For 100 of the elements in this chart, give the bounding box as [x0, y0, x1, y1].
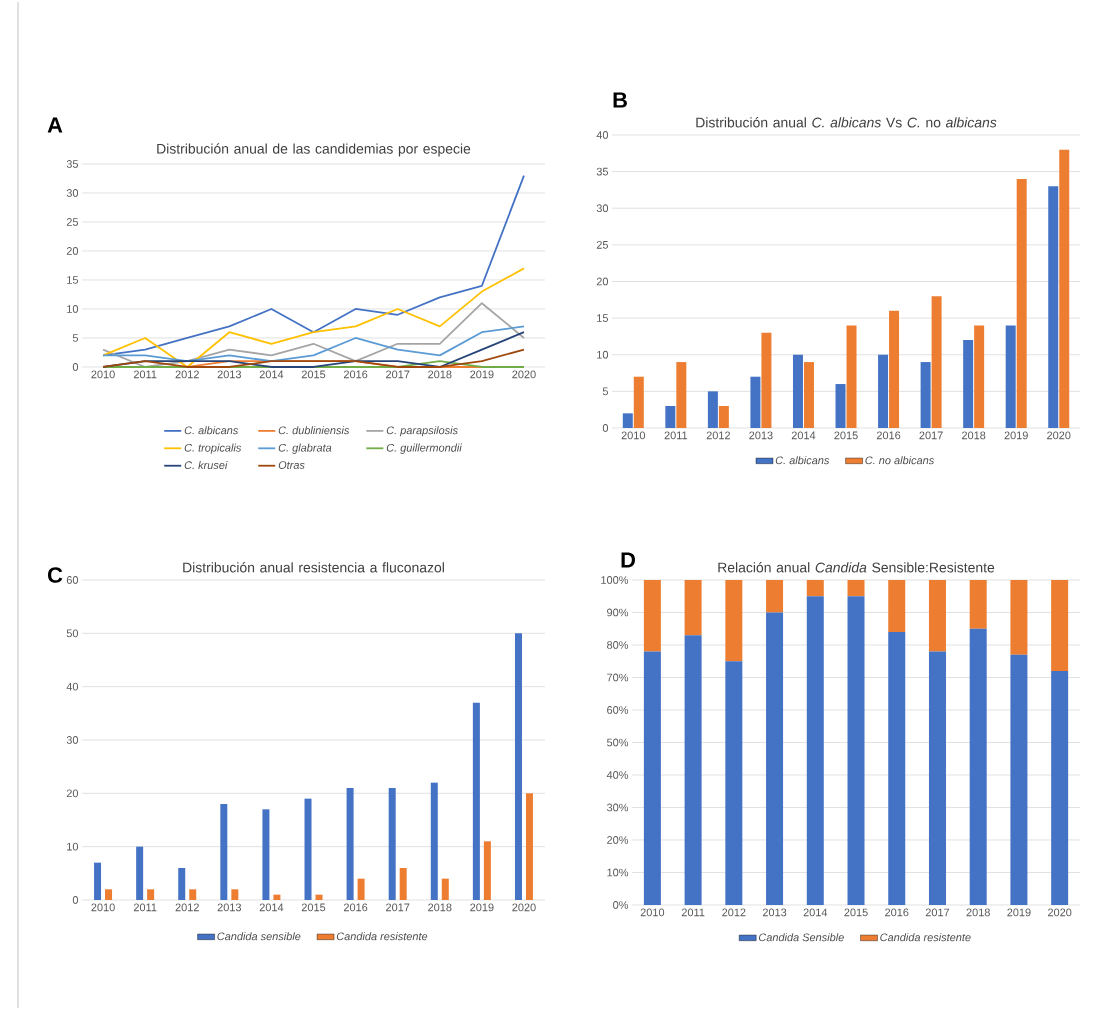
x-tick-label: 2013: [762, 908, 787, 917]
x-tick-label: 2017: [919, 431, 943, 440]
y-tick-label: 60: [66, 576, 79, 584]
y-tick-label: 20: [596, 277, 609, 286]
text: A: [47, 117, 63, 133]
line-series: [102, 267, 525, 368]
bar: [792, 354, 803, 428]
y-tick-label: 10: [67, 842, 79, 851]
x-tick-label: 2010: [621, 431, 646, 440]
bar: [888, 579, 906, 632]
bar: [806, 596, 824, 905]
bar: [178, 867, 186, 900]
y-tick-label: 25: [596, 240, 609, 249]
x-tick-label: 2018: [428, 370, 452, 379]
bar: [105, 889, 113, 900]
bar: [315, 894, 323, 900]
x-tick-label: 2013: [217, 903, 242, 912]
y-tick-label: 60%: [607, 706, 629, 714]
x-tick-label: 2018: [962, 431, 986, 440]
x-tick-label: 2011: [133, 370, 157, 379]
bar: [847, 596, 865, 905]
bar: [974, 325, 985, 428]
x-tick-label: 2013: [749, 431, 773, 440]
x-tick-label: 2013: [217, 370, 242, 379]
x-tick-label: 2012: [722, 908, 746, 917]
bar: [304, 798, 312, 900]
y-tick-label: 0: [72, 363, 79, 371]
bar: [1051, 579, 1069, 671]
line-series: [102, 325, 525, 363]
y-tick-label: 30: [596, 204, 609, 213]
bar: [665, 406, 676, 428]
bar: [928, 651, 946, 905]
y-tick-label: 35: [66, 160, 79, 168]
y-tick-label: 0: [602, 424, 609, 432]
bar: [388, 787, 396, 900]
x-tick-label: 2016: [343, 370, 368, 379]
bar: [643, 579, 661, 652]
x-tick-label: 2014: [259, 370, 284, 379]
x-tick-label: 2019: [470, 903, 494, 912]
y-tick-label: 10: [67, 305, 79, 313]
y-tick-label: 90%: [607, 608, 629, 617]
bar: [514, 633, 522, 900]
x-tick-label: 2016: [885, 908, 909, 917]
line-series: [102, 302, 525, 368]
y-tick-label: 20: [66, 247, 79, 255]
x-tick-label: 2016: [876, 431, 901, 440]
x-tick-label: 2020: [512, 370, 536, 379]
x-tick-label: 2017: [386, 903, 410, 912]
chart-title: Relación anual Candida Sensible:Resistente: [718, 562, 995, 573]
y-tick-label: 35: [596, 167, 609, 176]
x-tick-label: 2019: [1004, 431, 1028, 440]
bar: [430, 782, 438, 900]
x-tick-label: 2014: [259, 903, 284, 912]
bar: [803, 362, 814, 428]
bar: [622, 413, 633, 428]
bar: [220, 803, 228, 900]
legend-label: Otras: [278, 461, 305, 469]
bar: [684, 579, 702, 636]
bar: [806, 579, 824, 597]
x-tick-label: 2020: [1047, 431, 1071, 440]
bar: [399, 867, 407, 900]
y-tick-label: 40%: [606, 771, 629, 779]
legend-label: C. parapsilosis: [386, 426, 458, 437]
y-tick-label: 15: [67, 276, 79, 284]
bar: [888, 631, 906, 905]
x-tick-label: 2015: [834, 431, 858, 440]
bar: [136, 846, 144, 900]
legend-label: Candida Sensible: [758, 933, 844, 942]
x-tick-label: 2018: [966, 908, 990, 917]
x-tick-label: 2014: [791, 431, 816, 440]
bar: [725, 661, 743, 905]
bar: [472, 702, 480, 900]
legend-label: C. guillermondii: [386, 443, 462, 454]
legend-label: Candida resistente: [880, 933, 971, 942]
bar: [931, 296, 942, 428]
bar: [835, 384, 846, 428]
y-tick-label: 30: [66, 189, 79, 197]
bar: [761, 332, 772, 428]
y-tick-label: 0: [72, 896, 79, 904]
y-tick-label: 15: [597, 314, 609, 322]
x-tick-label: 2016: [343, 903, 368, 912]
bar: [684, 635, 702, 905]
y-tick-label: 40: [66, 682, 79, 691]
y-tick-label: 50: [66, 629, 79, 638]
y-tick-label: 20: [66, 789, 79, 798]
x-tick-label: 2011: [664, 431, 688, 440]
bar: [189, 889, 197, 900]
y-tick-label: 30%: [606, 803, 629, 812]
bar: [1051, 670, 1069, 905]
y-tick-label: 80%: [607, 641, 629, 649]
x-tick-label: 2010: [91, 370, 115, 379]
chart-title: Distribución anual C. albicans Vs C. no albicans: [696, 117, 997, 128]
y-tick-label: 50%: [607, 738, 629, 747]
chart-title: Distribución anual resistencia a fluconazol: [183, 562, 444, 573]
bar: [273, 894, 281, 900]
x-tick-label: 2015: [301, 903, 326, 912]
bar: [483, 841, 491, 900]
legend-label: C. albicans: [775, 456, 830, 465]
bar: [963, 340, 974, 428]
x-tick-label: 2010: [640, 908, 665, 917]
